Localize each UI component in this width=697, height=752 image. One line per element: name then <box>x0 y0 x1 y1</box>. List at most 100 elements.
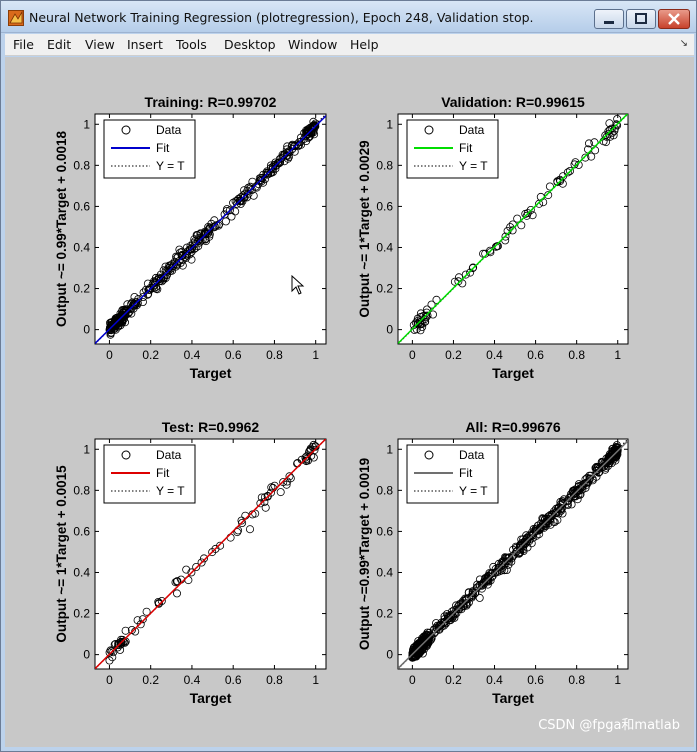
maximize-button[interactable] <box>626 9 656 29</box>
data-point <box>187 255 196 264</box>
data-point <box>143 279 152 288</box>
data-point <box>254 180 263 189</box>
data-point <box>111 317 120 326</box>
y-tick-label: 0.4 <box>73 565 90 579</box>
data-point <box>544 191 553 200</box>
data-point <box>491 242 500 251</box>
y-tick-label: 0.2 <box>73 607 90 621</box>
close-icon <box>668 13 680 25</box>
data-point <box>513 214 522 223</box>
data-point <box>133 616 142 625</box>
menu-overflow-icon[interactable]: ↘ <box>679 38 688 49</box>
x-tick-label: 0 <box>409 673 416 687</box>
y-tick-label: 0.8 <box>73 483 90 497</box>
data-point <box>279 478 288 487</box>
data-point <box>272 161 281 170</box>
figure-canvas: 0 0 0.2 0.2 0.4 0.4 0.6 0.6 0.8 0.8 1 1 Training: R=… <box>5 57 694 747</box>
data-point <box>145 285 154 294</box>
close-button[interactable] <box>658 9 690 29</box>
data-point <box>507 554 516 563</box>
window-title: Neural Network Training Regression (plot… <box>29 10 534 25</box>
y-tick-label: 0 <box>386 648 393 662</box>
data-point <box>445 614 454 623</box>
data-point <box>109 648 118 657</box>
x-tick-label: 0.6 <box>527 673 544 687</box>
menu-window[interactable]: Window <box>288 37 338 52</box>
legend-marker-data <box>121 125 131 135</box>
x-tick-label: 0.6 <box>225 673 242 687</box>
menu-insert[interactable]: Insert <box>127 37 163 52</box>
legend-label: Data <box>156 448 182 462</box>
data-point <box>432 295 441 304</box>
menu-edit[interactable]: Edit <box>47 37 72 52</box>
y-tick-label: 0.6 <box>73 199 90 213</box>
data-point <box>432 624 441 633</box>
data-point <box>127 309 136 318</box>
data-point <box>563 496 572 505</box>
data-point <box>511 542 520 551</box>
data-point <box>604 127 613 136</box>
y-tick-label: 0 <box>83 323 90 337</box>
y-tick-label: 0 <box>386 323 393 337</box>
y-tick-label: 0.8 <box>376 158 393 172</box>
data-point <box>602 138 611 147</box>
data-point <box>601 131 610 140</box>
data-point <box>543 514 552 523</box>
legend-marker-data <box>121 450 131 460</box>
data-point <box>238 518 247 527</box>
data-point <box>439 618 448 627</box>
data-point <box>256 499 265 508</box>
data-point <box>168 262 177 271</box>
menu-file[interactable]: File <box>13 37 34 52</box>
data-point <box>477 581 486 590</box>
fit-line <box>398 440 628 669</box>
data-point <box>418 319 427 328</box>
minimize-button[interactable] <box>594 9 624 29</box>
data-point <box>495 563 504 572</box>
data-point <box>450 277 459 286</box>
data-point <box>585 139 594 148</box>
menu-help[interactable]: Help <box>350 37 379 52</box>
x-tick-label: 0 <box>409 348 416 362</box>
data-point <box>525 535 534 544</box>
title-bar[interactable]: Neural Network Training Regression (plot… <box>1 1 696 33</box>
data-point <box>503 553 512 562</box>
menu-view[interactable]: View <box>85 37 115 52</box>
data-point <box>261 503 270 512</box>
legend: Data Fit Y = T <box>406 444 499 504</box>
x-tick-label: 0.4 <box>184 673 201 687</box>
y-tick-label: 1 <box>386 442 393 456</box>
data-point <box>309 453 318 462</box>
data-point <box>566 167 575 176</box>
x-tick-label: 0.8 <box>266 673 283 687</box>
data-point <box>559 495 568 504</box>
data-point <box>271 161 280 170</box>
data-point <box>233 528 242 537</box>
data-point <box>423 633 432 642</box>
x-tick-label: 0.4 <box>486 348 503 362</box>
data-point <box>302 454 311 463</box>
data-point <box>469 263 478 272</box>
data-point <box>197 558 206 567</box>
data-point <box>512 546 521 555</box>
data-point <box>245 525 254 534</box>
data-point <box>516 545 525 554</box>
fit-line <box>95 115 326 344</box>
data-point <box>610 447 619 456</box>
data-point <box>508 226 517 235</box>
data-point <box>107 328 116 337</box>
data-point <box>500 566 509 575</box>
plot-title: Test: R=0.9962 <box>162 419 260 435</box>
y-tick-label: 0.8 <box>376 483 393 497</box>
y-axis-label: Output ~= 1*Target + 0.0029 <box>357 140 372 317</box>
data-point <box>408 648 417 657</box>
menu-desktop[interactable]: Desktop <box>224 37 276 52</box>
x-axis-label: Target <box>190 365 232 381</box>
data-point <box>529 524 538 533</box>
legend: Data Fit Y = T <box>103 119 196 179</box>
menu-tools[interactable]: Tools <box>176 37 207 52</box>
data-point <box>613 121 622 130</box>
x-tick-label: 1 <box>312 673 319 687</box>
data-point <box>121 626 130 635</box>
data-point <box>132 299 141 308</box>
